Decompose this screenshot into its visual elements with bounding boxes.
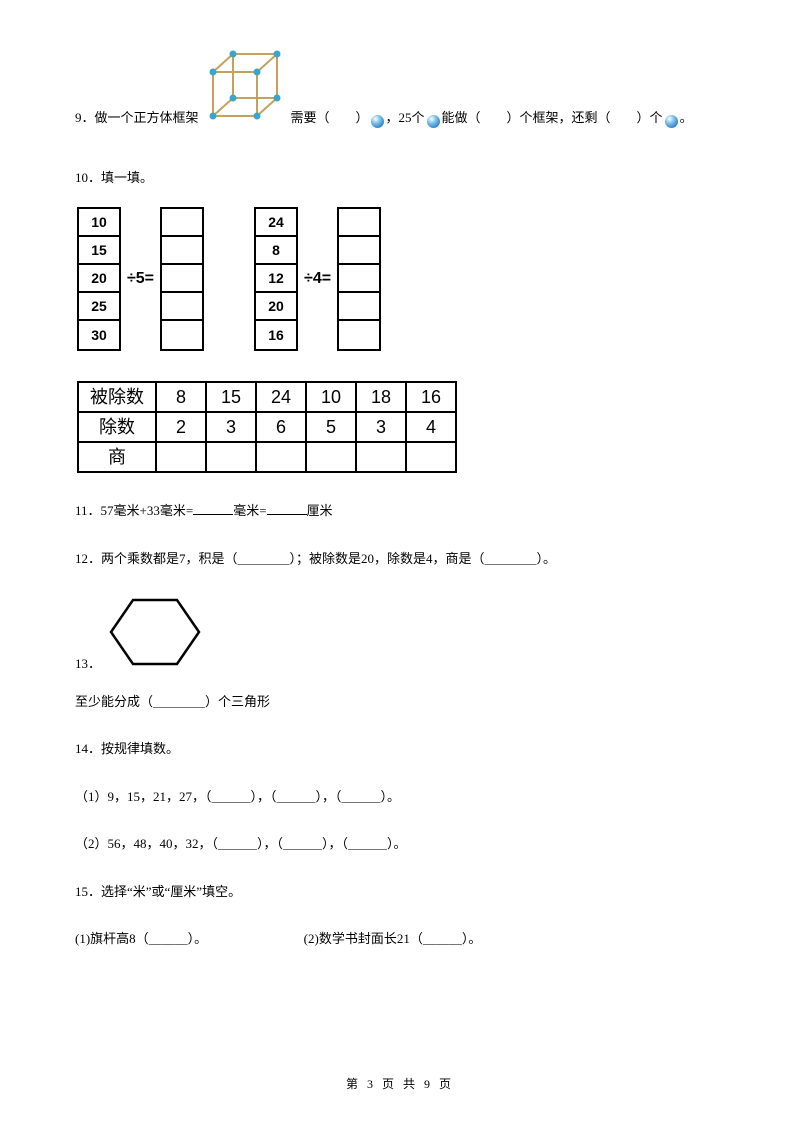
question-12: 12．两个乘数都是7，积是（＿＿＿＿）；被除数是20，除数是4，商是（＿＿＿＿）… [75, 549, 725, 569]
row-header: 被除数 [78, 382, 156, 412]
q11-b: 毫米= [233, 503, 266, 518]
cell [162, 237, 202, 265]
cell [162, 321, 202, 349]
cube-diagram [205, 50, 285, 128]
cell: 8 [156, 382, 206, 412]
q9-text-a: 9．做一个正方体框架 [75, 108, 199, 128]
cell [406, 442, 456, 472]
cell [162, 209, 202, 237]
q10-label: 10．填一填。 [75, 168, 725, 188]
cell [339, 321, 379, 349]
page-footer: 第 3 页 共 9 页 [0, 1075, 800, 1092]
table-row: 商 [78, 442, 456, 472]
q9-text-b: 需要（ ） [291, 108, 369, 128]
q13-text: 至少能分成（＿＿＿＿）个三角形 [75, 694, 270, 709]
cell: 15 [79, 237, 119, 265]
q14-label: 14．按规律填数。 [75, 741, 179, 756]
cell: 4 [406, 412, 456, 442]
q14-line2: （2）56，48，40，32，（＿＿＿），（＿＿＿），（＿＿＿）。 [75, 834, 725, 854]
cell: 8 [256, 237, 296, 265]
q14-1: （1）9，15，21，27，（＿＿＿），（＿＿＿），（＿＿＿）。 [75, 789, 400, 804]
cell: 10 [79, 209, 119, 237]
blank [193, 501, 233, 515]
operator: ÷5= [127, 267, 154, 291]
q15-items: (1)旗杆高8（＿＿＿）。 (2)数学书封面长21（＿＿＿）。 [75, 929, 725, 949]
row-header: 除数 [78, 412, 156, 442]
q9-text-d: 能做（ ）个框架，还剩（ ）个 [442, 108, 663, 128]
cell: 3 [206, 412, 256, 442]
cell: 12 [256, 265, 296, 293]
cell: 16 [406, 382, 456, 412]
q13-label: 13． [75, 654, 101, 674]
q9-text-e: 。 [680, 108, 693, 128]
output-column [160, 207, 204, 351]
div-group-2: 24 8 12 20 16 ÷4= [254, 207, 381, 351]
question-11: 11．57毫米+33毫米= 毫米= 厘米 [75, 501, 725, 521]
cell [256, 442, 306, 472]
question-14: 14．按规律填数。 [75, 739, 725, 759]
q14-2: （2）56，48，40，32，（＿＿＿），（＿＿＿），（＿＿＿）。 [75, 836, 407, 851]
cell: 30 [79, 321, 119, 349]
cell: 20 [79, 265, 119, 293]
cell: 10 [306, 382, 356, 412]
row-header: 商 [78, 442, 156, 472]
sphere-icon [427, 115, 440, 128]
cell: 18 [356, 382, 406, 412]
operator: ÷4= [304, 267, 331, 291]
q14-line1: （1）9，15，21，27，（＿＿＿），（＿＿＿），（＿＿＿）。 [75, 787, 725, 807]
cell [339, 265, 379, 293]
table-row: 被除数 8 15 24 10 18 16 [78, 382, 456, 412]
cell [162, 265, 202, 293]
sphere-icon [665, 115, 678, 128]
cell [339, 209, 379, 237]
cell [156, 442, 206, 472]
cell [306, 442, 356, 472]
cell: 5 [306, 412, 356, 442]
table-row: 除数 2 3 6 5 3 4 [78, 412, 456, 442]
q15-b: (2)数学书封面长21（＿＿＿）。 [304, 931, 482, 946]
cell [356, 442, 406, 472]
hexagon-icon [105, 596, 205, 674]
sphere-icon [371, 115, 384, 128]
q11-a: 11．57毫米+33毫米= [75, 503, 193, 518]
cell: 3 [356, 412, 406, 442]
cell [162, 293, 202, 321]
cell [339, 293, 379, 321]
cell [339, 237, 379, 265]
cell: 2 [156, 412, 206, 442]
output-column [337, 207, 381, 351]
cell: 16 [256, 321, 296, 349]
q15-label: 15．选择“米”或“厘米”填空。 [75, 884, 241, 899]
q10-division-boxes: 10 15 20 25 30 ÷5= 24 [77, 207, 725, 351]
question-10: 10．填一填。 10 15 20 25 30 ÷5= [75, 168, 725, 474]
cell: 20 [256, 293, 296, 321]
cell: 6 [256, 412, 306, 442]
div-group-1: 10 15 20 25 30 ÷5= [77, 207, 204, 351]
q12-text: 12．两个乘数都是7，积是（＿＿＿＿）；被除数是20，除数是4，商是（＿＿＿＿）… [75, 551, 556, 566]
blank [267, 501, 307, 515]
q9-text-c: ，25个 [386, 108, 425, 128]
question-15: 15．选择“米”或“厘米”填空。 [75, 882, 725, 902]
cell: 25 [79, 293, 119, 321]
q11-c: 厘米 [307, 503, 333, 518]
cell: 24 [256, 382, 306, 412]
q13-text-row: 至少能分成（＿＿＿＿）个三角形 [75, 692, 725, 712]
cell: 15 [206, 382, 256, 412]
question-9: 9．做一个正方体框架 需要（ ） [75, 50, 725, 128]
cell: 24 [256, 209, 296, 237]
input-column: 10 15 20 25 30 [77, 207, 121, 351]
cell [206, 442, 256, 472]
question-13: 13． [75, 596, 725, 674]
q15-a: (1)旗杆高8（＿＿＿）。 [75, 931, 207, 946]
input-column: 24 8 12 20 16 [254, 207, 298, 351]
division-table: 被除数 8 15 24 10 18 16 除数 2 3 6 5 3 4 商 [77, 381, 457, 473]
